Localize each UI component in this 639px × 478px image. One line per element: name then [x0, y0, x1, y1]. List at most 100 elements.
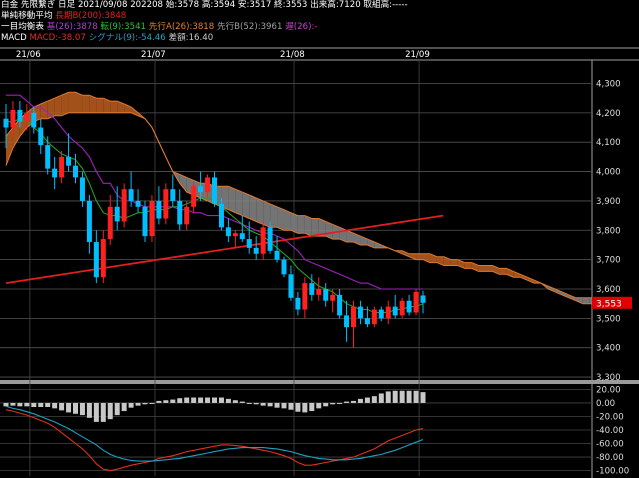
candle-body: [184, 206, 190, 225]
ichimoku-label: 一目均衡表: [1, 22, 44, 32]
header-line-4: MACD MACD:-38.07 シグナル(9):-54.46 差額:16.40: [0, 33, 639, 44]
histogram-bar: [364, 397, 370, 403]
histogram-bar: [378, 393, 384, 403]
macd-panel: [3, 390, 426, 472]
histogram-bar: [107, 402, 113, 420]
cloud-segment: [478, 265, 486, 272]
histogram-bar: [191, 397, 197, 403]
ma200-line: [5, 214, 444, 285]
cloud-segment: [290, 212, 298, 234]
candle-body: [128, 189, 134, 201]
cloud-segment: [527, 277, 535, 284]
histogram-bar: [420, 392, 426, 403]
ma-label: 単純移動平均: [1, 11, 53, 21]
candle-body: [73, 165, 78, 178]
cloud-segment: [96, 98, 104, 113]
candle-body: [107, 206, 113, 240]
cloud-segment: [506, 268, 514, 278]
macd-tick-label: 20.00: [596, 385, 621, 395]
cloud-segment: [304, 215, 312, 237]
candle-body: [38, 127, 44, 146]
candle-body: [267, 227, 273, 251]
candle-body: [149, 200, 155, 237]
current-price-badge: 3,553: [592, 296, 632, 309]
signal-line: [5, 405, 424, 462]
histogram-bar: [121, 402, 127, 412]
kijun-line: [6, 94, 423, 290]
candle-body: [3, 118, 9, 128]
histogram-bar: [357, 398, 363, 403]
candle-body: [239, 233, 245, 240]
price-tick-label: 3,600: [596, 285, 621, 295]
date-tick-label: 21/08: [280, 50, 305, 60]
cloud-segment: [374, 242, 382, 248]
histogram-bar: [337, 402, 343, 404]
price-tick-label: 3,800: [596, 226, 621, 236]
candle-body: [399, 300, 405, 316]
candle-body: [357, 306, 363, 319]
cloud-segment: [117, 101, 125, 113]
cloud-segment: [520, 274, 528, 281]
candle-body: [156, 200, 162, 219]
cloud-segment: [124, 104, 132, 113]
cloud-segment: [325, 221, 333, 240]
chikou-value: 遅(26):-: [285, 22, 318, 32]
price-tick-label: 3,700: [596, 256, 621, 266]
cloud-segment: [485, 265, 493, 272]
price-tick-label: 3,500: [596, 314, 621, 324]
span-b-line: [5, 112, 597, 299]
cloud-segment: [318, 218, 326, 237]
candle-body: [31, 112, 37, 128]
histogram-bar: [114, 402, 120, 416]
price-tick-label: 3,400: [596, 344, 621, 354]
cloud-segment: [110, 101, 118, 113]
candle-body: [177, 200, 183, 225]
date-tick-label: 21/09: [405, 50, 430, 60]
histogram-bar: [351, 400, 356, 403]
price-badge-label: 3,553: [596, 299, 622, 309]
macd-grid: [0, 389, 592, 471]
histogram-bar: [86, 402, 92, 418]
price-tick-label: 3,900: [596, 197, 621, 207]
candle-body: [302, 283, 308, 310]
cloud-segment: [562, 291, 569, 298]
candle-body: [142, 206, 148, 237]
cloud-segment: [277, 206, 284, 231]
price-badge-bg: [592, 296, 632, 309]
histogram-bar: [163, 400, 169, 403]
histogram-bar: [79, 402, 85, 416]
cloud-segment: [242, 192, 250, 219]
histogram-bar: [406, 390, 412, 403]
histogram-bar: [52, 402, 58, 409]
histogram-bar: [316, 402, 322, 409]
histogram-bar: [323, 402, 329, 407]
histogram-bar: [371, 396, 377, 403]
histogram-bar: [253, 402, 259, 405]
chart-header: 白金 先限繋ぎ 日足 2021/09/08 202208 始:3578 高:35…: [0, 0, 639, 48]
cloud-segment: [499, 268, 507, 275]
signal-value: シグナル(9):-54.46: [88, 33, 166, 43]
candle-body: [17, 109, 23, 122]
candle-body: [225, 227, 231, 237]
candle-body: [86, 200, 92, 243]
header-line-3: 一目均衡表 基(26):3878 転(9):3541 先行A(26):3818 …: [0, 22, 639, 33]
cloud-segment: [6, 127, 13, 166]
histogram-bar: [239, 401, 245, 403]
cloud-segment: [228, 186, 236, 213]
histogram-value: 差額:16.40: [168, 33, 214, 43]
histogram-bar: [17, 402, 23, 407]
histogram-bar: [205, 397, 211, 403]
histogram-bar: [288, 402, 294, 410]
cloud-segment: [284, 209, 291, 231]
cloud-segment: [513, 271, 521, 278]
candle-body: [330, 294, 336, 301]
cloud-segment: [103, 98, 111, 113]
candle-body: [371, 309, 377, 325]
candle-body: [344, 315, 350, 328]
candle-body: [45, 145, 51, 169]
candle-body: [316, 288, 322, 295]
candle-body: [170, 189, 176, 201]
histogram-bar: [142, 402, 148, 405]
candle-body: [364, 318, 370, 325]
cloud-segment: [54, 95, 62, 116]
